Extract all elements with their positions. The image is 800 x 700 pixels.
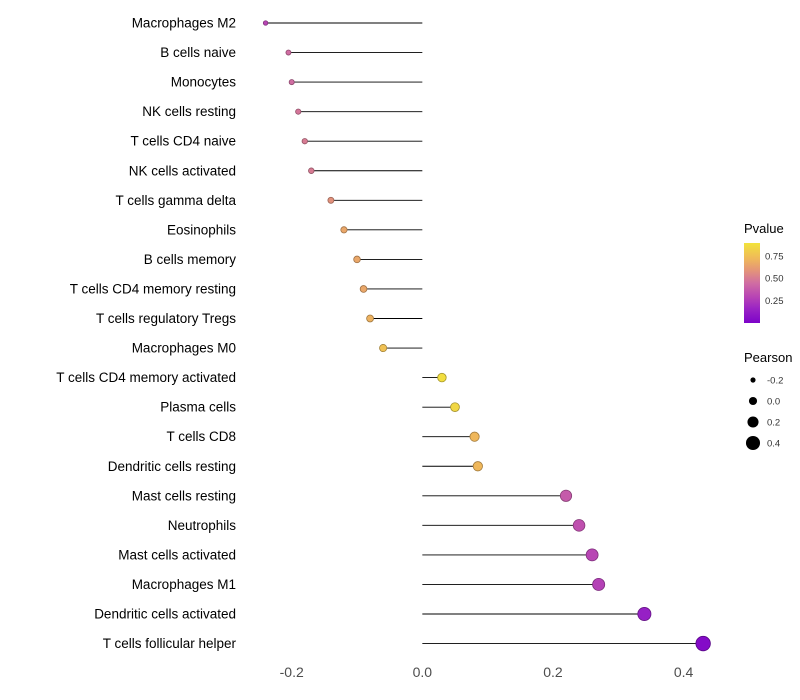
y-axis-label: T cells gamma delta: [115, 193, 236, 208]
lollipop-point: [437, 372, 447, 383]
lollipop-point: [285, 49, 292, 56]
x-axis-tick-label: -0.2: [280, 664, 304, 680]
y-axis-label: Plasma cells: [160, 400, 236, 415]
y-axis-label: T cells CD4 memory resting: [70, 281, 236, 296]
lollipop-point: [295, 108, 302, 115]
pearson-size-dot: [745, 435, 761, 451]
y-axis-label: Neutrophils: [168, 518, 237, 533]
y-axis-label: Dendritic cells resting: [108, 459, 236, 474]
pvalue-colorbar: [744, 243, 760, 323]
lollipop-point: [353, 255, 361, 264]
x-axis-tick-label: 0.0: [413, 664, 433, 680]
pvalue-legend-tick-label: 0.50: [765, 274, 784, 285]
pvalue-legend-title: Pvalue: [744, 221, 784, 236]
pearson-legend-title: Pearson: [744, 350, 792, 365]
y-axis-label: Mast cells resting: [132, 488, 236, 503]
lollipop-point: [592, 577, 606, 591]
y-axis-label: T cells CD4 naive: [130, 134, 236, 149]
y-axis-label: Macrophages M0: [132, 341, 236, 356]
y-axis-label: B cells naive: [160, 45, 236, 60]
pearson-legend-tick-label: 0.4: [767, 439, 780, 450]
pearson-size-dot: [747, 416, 759, 428]
pearson-size-dot: [750, 377, 756, 383]
y-axis-label: Mast cells activated: [118, 547, 236, 562]
lollipop-point: [472, 461, 483, 472]
lollipop-point: [340, 226, 348, 234]
pearson-legend-tick-label: -0.2: [767, 376, 783, 387]
pearson-legend-tick-label: 0.2: [767, 418, 780, 429]
lollipop-point: [572, 519, 586, 532]
y-axis-label: Dendritic cells activated: [94, 607, 236, 622]
lollipop-point: [301, 138, 308, 145]
y-axis-label: Macrophages M1: [132, 577, 236, 592]
lollipop-point: [695, 635, 711, 652]
y-axis-label: B cells memory: [144, 252, 237, 267]
y-axis-label: NK cells activated: [129, 163, 236, 178]
pearson-legend-tick-label: 0.0: [767, 397, 780, 408]
lollipop-point: [359, 285, 368, 293]
y-axis-label: Macrophages M2: [132, 16, 236, 31]
y-axis-label: NK cells resting: [142, 104, 236, 119]
lollipop-point: [637, 607, 652, 621]
x-axis-tick-label: 0.2: [543, 664, 563, 680]
lollipop-point: [262, 20, 269, 26]
lollipop-point: [450, 402, 460, 412]
y-axis-label: T cells regulatory Tregs: [96, 311, 236, 326]
lollipop-point: [308, 167, 315, 174]
y-axis-label: T cells CD8: [166, 429, 236, 444]
lollipop-point: [379, 344, 388, 353]
pvalue-legend-tick-label: 0.25: [765, 296, 784, 307]
lollipop-point: [327, 196, 335, 204]
y-axis-label: T cells CD4 memory activated: [56, 370, 236, 385]
pearson-size-dot: [748, 396, 758, 406]
lollipop-point: [559, 489, 573, 502]
pvalue-legend-tick-label: 0.75: [765, 251, 784, 262]
x-axis-tick-label: 0.4: [674, 664, 694, 680]
y-axis-label: Eosinophils: [167, 222, 236, 237]
lollipop-point: [585, 548, 599, 562]
lollipop-point: [366, 314, 374, 323]
lollipop-point: [469, 431, 480, 442]
lollipop-point: [288, 79, 295, 86]
y-axis-label: Monocytes: [171, 75, 237, 90]
y-axis-label: T cells follicular helper: [103, 636, 237, 651]
